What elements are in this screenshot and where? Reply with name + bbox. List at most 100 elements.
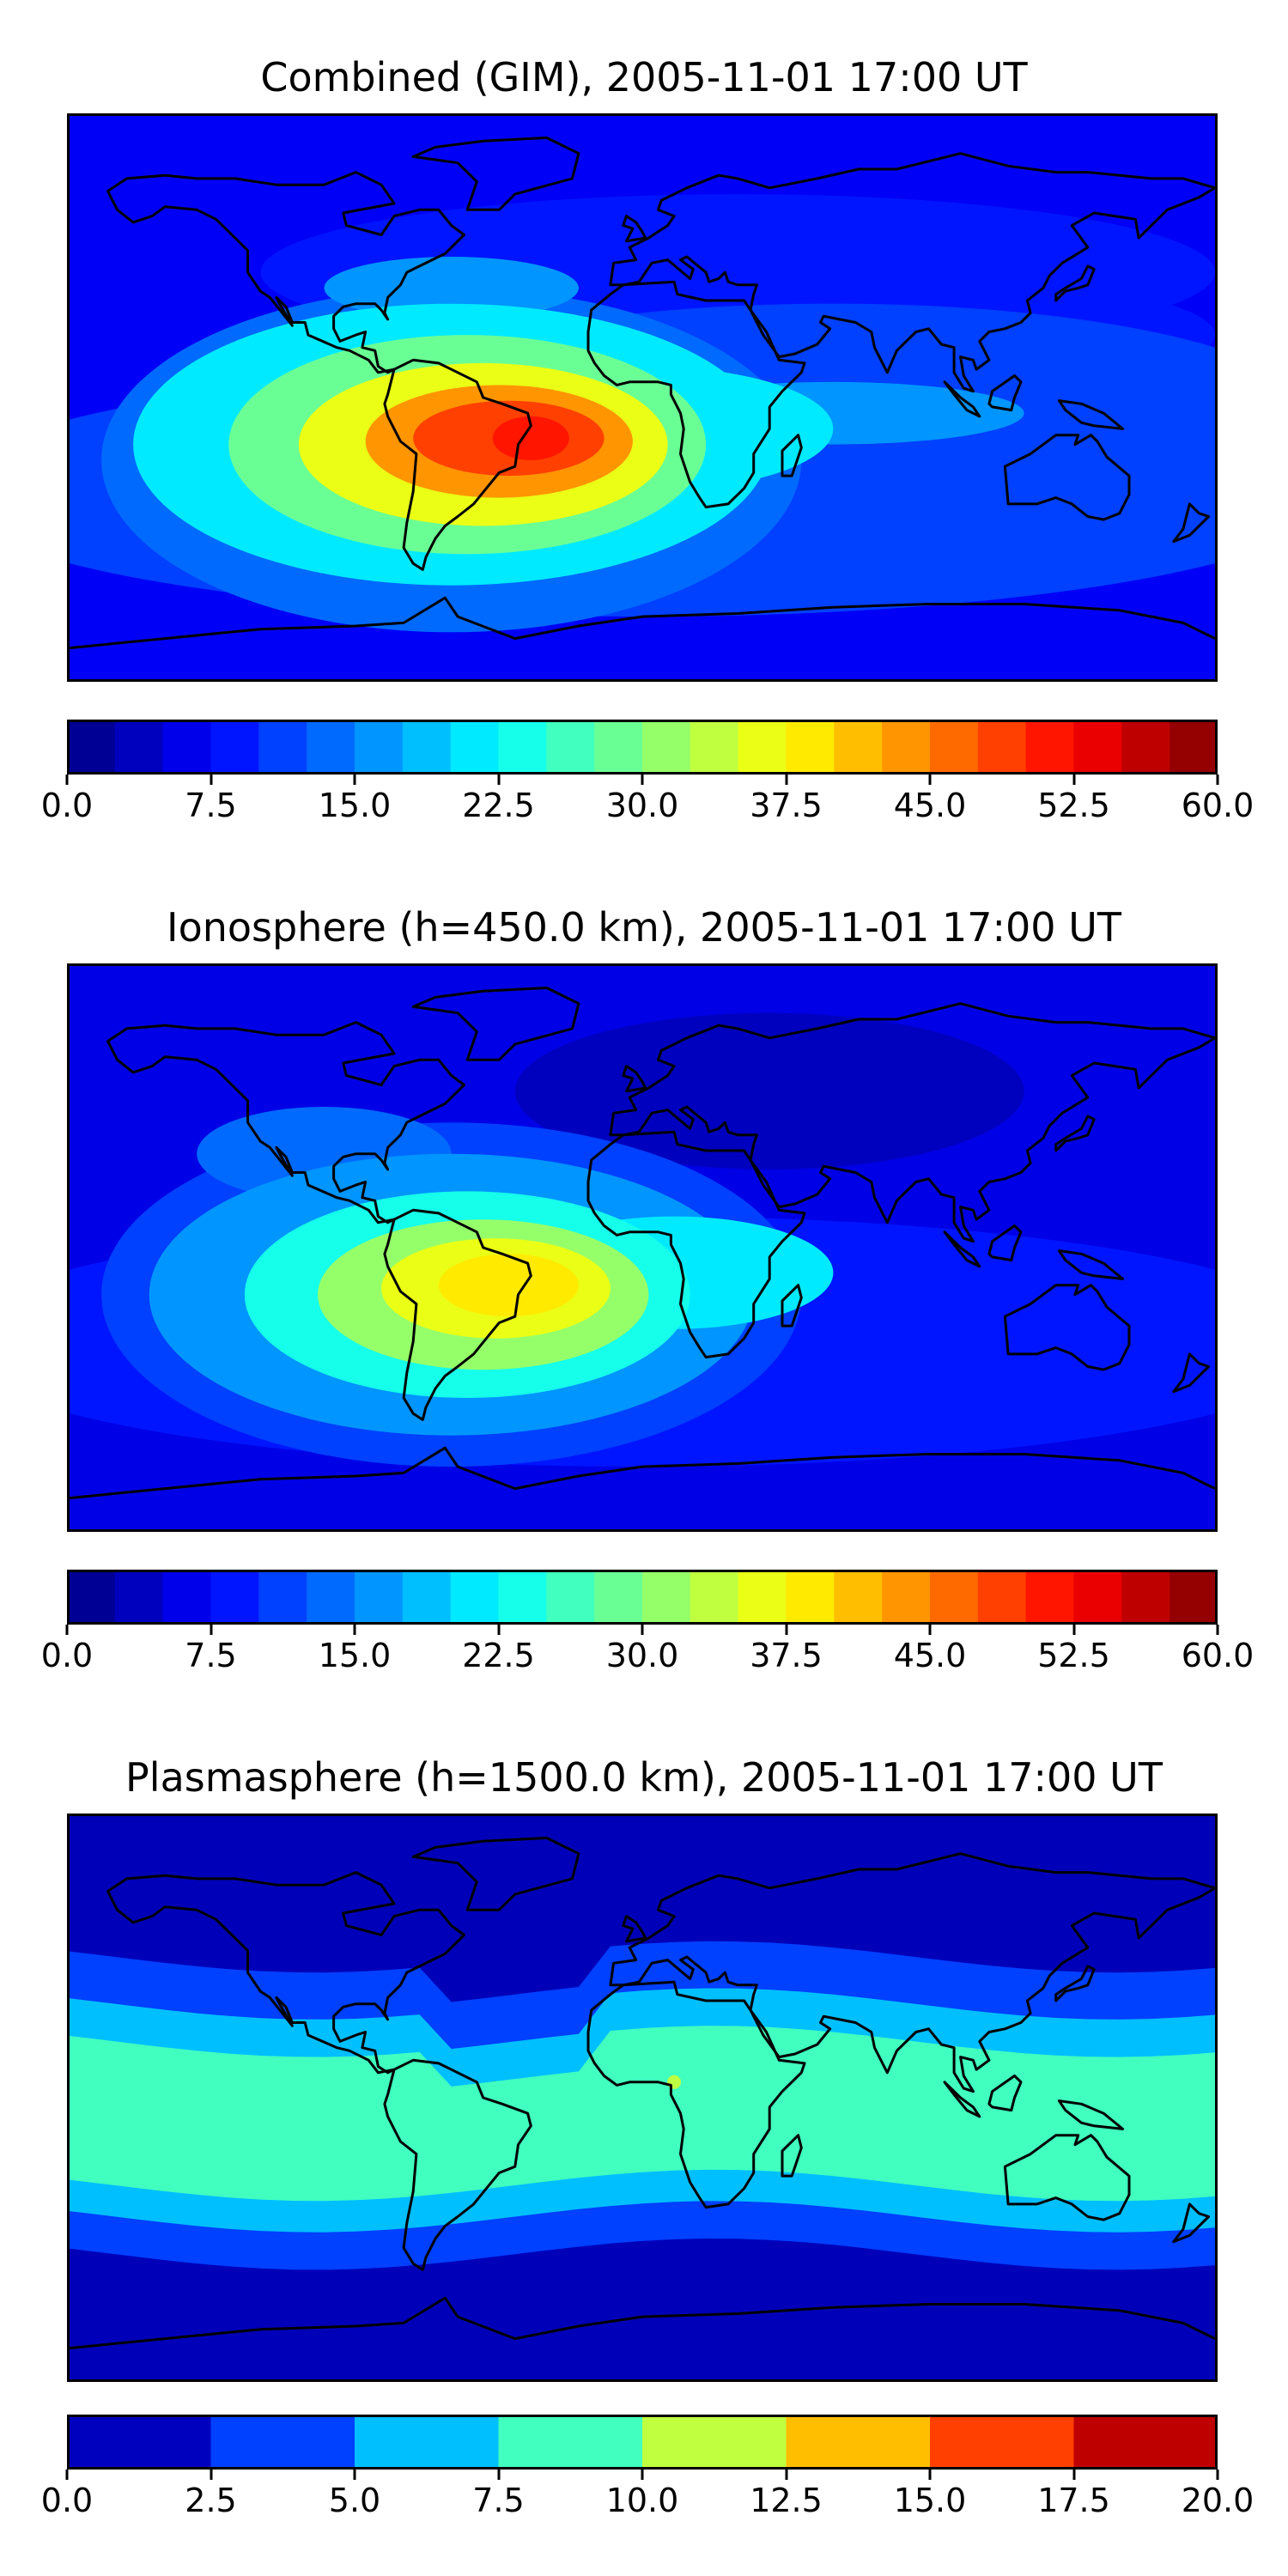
panel-2-map [67, 963, 1218, 1532]
panel-2-colorbar-tick-label: 15.0 [318, 1637, 392, 1674]
panel-1-coast-northAmerica [106, 171, 465, 374]
panel-3-coast-newGuinea [1057, 2099, 1124, 2130]
panel-3-colorbar-tickmark [1072, 2470, 1075, 2480]
panel-3-colorbar-tickmark [65, 2470, 69, 2480]
panel-2-colorbar-tickmark [65, 1625, 69, 1635]
panel-2-colorbar-svg [67, 1570, 1218, 1625]
panel-1-coast-newZealand [1172, 502, 1211, 544]
panel-1-coast-antarctica [70, 596, 1215, 650]
panel-3-coast-northAmerica [106, 1871, 465, 2075]
panel-3-coastlines [70, 1837, 1215, 2350]
panel-3-map-svg [70, 1816, 1215, 2379]
panel-3-coast-eurasia [609, 1852, 1215, 2093]
panel-2-colorbar-swatch [114, 1570, 164, 1625]
panel-3-colorbar-swatch [642, 2415, 787, 2470]
panel-2-coast-borneo [987, 1224, 1023, 1262]
panel-2-colorbar-swatch [786, 1570, 835, 1625]
panel-1-colorbar-swatch [162, 720, 212, 775]
panel-3-coast-britain [622, 1915, 647, 1943]
panel-3-colorbar-tick-label: 17.5 [1037, 2482, 1110, 2519]
panel-3-coast-australia [1003, 2134, 1131, 2221]
panel-3-colorbar-tick-label: 2.5 [185, 2482, 237, 2519]
panel-1-coast-greenland [411, 137, 580, 211]
panel-1-coast-southAmerica [383, 358, 532, 571]
panel-1-colorbar-swatch [834, 720, 883, 775]
panel-1-colorbar-tick-label: 22.5 [462, 787, 535, 824]
panel-1-colorbar-swatch [307, 720, 355, 775]
panel-1-field [70, 194, 1215, 633]
panel-1-colorbar-swatch [498, 720, 547, 775]
panel-1-colorbar-tick-label: 30.0 [605, 787, 679, 824]
panel-2-colorbar-swatch [355, 1570, 404, 1625]
panel-3-colorbar-frame [67, 2415, 1218, 2470]
panel-3-colorbar-tickmark [641, 2470, 644, 2480]
panel-1-colorbar-swatch [738, 720, 787, 775]
panel-1-colorbar-swatch [1073, 720, 1122, 775]
panel-1-colorbar-tickmark [65, 775, 69, 785]
panel-2-contour-11 [438, 1254, 579, 1317]
panel-2-colorbar-swatch [450, 1570, 500, 1625]
panel-2-colorbar-swatch [1025, 1570, 1075, 1625]
panel-3-coast-antarctica [70, 2296, 1215, 2350]
panel-2-coast-antarctica [70, 1446, 1215, 1500]
panel-1-colorbar-swatch [1121, 720, 1170, 775]
panel-2-colorbar-ticks: 0.0 7.5 15.0 22.5 30.0 37.5 45.0 52.5 60.0 [41, 1625, 1254, 1676]
panel-2-colorbar-swatch [977, 1570, 1027, 1625]
panel-3-colorbar-swatch [1073, 2415, 1218, 2470]
panel-3-coast-borneo [987, 2075, 1023, 2112]
panel-3-colorbar-tick-label: 0.0 [40, 2482, 94, 2519]
panel-2-coastlines [70, 987, 1215, 1500]
panel-1-colorbar-swatch [786, 720, 835, 775]
panel-3-coast-southAmerica [383, 2058, 532, 2271]
panel-2-colorbar-swatch [834, 1570, 883, 1625]
panel-2-map-svg [70, 966, 1215, 1529]
panel-1-coast-sumatra [943, 380, 981, 418]
panel-1-colorbar-swatch [402, 720, 452, 775]
panel-1-coast-australia [1003, 434, 1131, 521]
panel-1-coastlines [70, 137, 1215, 650]
panel-1-colorbar-swatch [594, 720, 643, 775]
panel-1-colorbar [67, 720, 1218, 775]
panel-2-colorbar-swatch [930, 1570, 979, 1625]
panel-1-coast-eurasia [609, 152, 1215, 393]
panel-2-coast-britain [622, 1065, 647, 1093]
panel-2-colorbar-swatch [498, 1570, 547, 1625]
panel-2-colorbar-swatch [690, 1570, 739, 1625]
panel-2-colorbar-swatch [738, 1570, 787, 1625]
panel-1-colorbar-swatch [450, 720, 500, 775]
panel-1-colorbar-swatch [67, 720, 116, 775]
panel-1-colorbar-frame [67, 720, 1218, 775]
panel-2-coast-madagascar [781, 1284, 803, 1327]
panel-1-colorbar-swatch [546, 720, 595, 775]
panel-3-colorbar-svg [67, 2415, 1218, 2470]
panel-3-colorbar-swatch [210, 2415, 355, 2470]
panel-2-colorbar-swatch [1121, 1570, 1170, 1625]
panel-2-colorbar-tickmark [353, 1625, 356, 1635]
panel-3-field [70, 1941, 1215, 2270]
panel-2-coast-sumatra [943, 1230, 981, 1268]
panel-1-colorbar-tick-label: 7.5 [185, 787, 237, 824]
panel-1-colorbar-tickmark [1216, 775, 1219, 785]
panel-1-colorbar-ticks: 0.0 7.5 15.0 22.5 30.0 37.5 45.0 52.5 60.0 [41, 775, 1254, 826]
panel-3-title: Plasmasphere (h=1500.0 km), 2005-11-01 1… [125, 1754, 1163, 1801]
panel-1-colorbar-tickmark [1072, 775, 1075, 785]
panel-1-colorbar-swatch [114, 720, 164, 775]
panel-2-colorbar-tickmark [928, 1625, 932, 1635]
panel-2-coast-eurasia [609, 1002, 1215, 1243]
panel-3-colorbar-tickmark [497, 2470, 500, 2480]
panel-2-coast-newZealand [1172, 1352, 1211, 1394]
panel-3-colorbar-swatch [498, 2415, 643, 2470]
panel-3-coast-madagascar [781, 2134, 803, 2178]
panel-1-coast-newGuinea [1057, 399, 1124, 430]
panel-3-coast-newZealand [1172, 2202, 1211, 2244]
panel-2-colorbar-tick-label: 0.0 [40, 1637, 94, 1674]
panel-2-colorbar [67, 1570, 1218, 1625]
panel-2-colorbar-tickmark [210, 1625, 212, 1635]
panel-1-colorbar-swatch [930, 720, 979, 775]
panel-2-colorbar-tick-label: 37.5 [750, 1637, 823, 1674]
panel-2-colorbar-swatch [210, 1570, 259, 1625]
panel-2-colorbar-tickmark [1216, 1625, 1219, 1635]
panel-2-coast-africa [586, 1130, 806, 1359]
panel-3-colorbar-swatch [355, 2415, 500, 2470]
panel-2-colorbar-tickmark [641, 1625, 644, 1635]
